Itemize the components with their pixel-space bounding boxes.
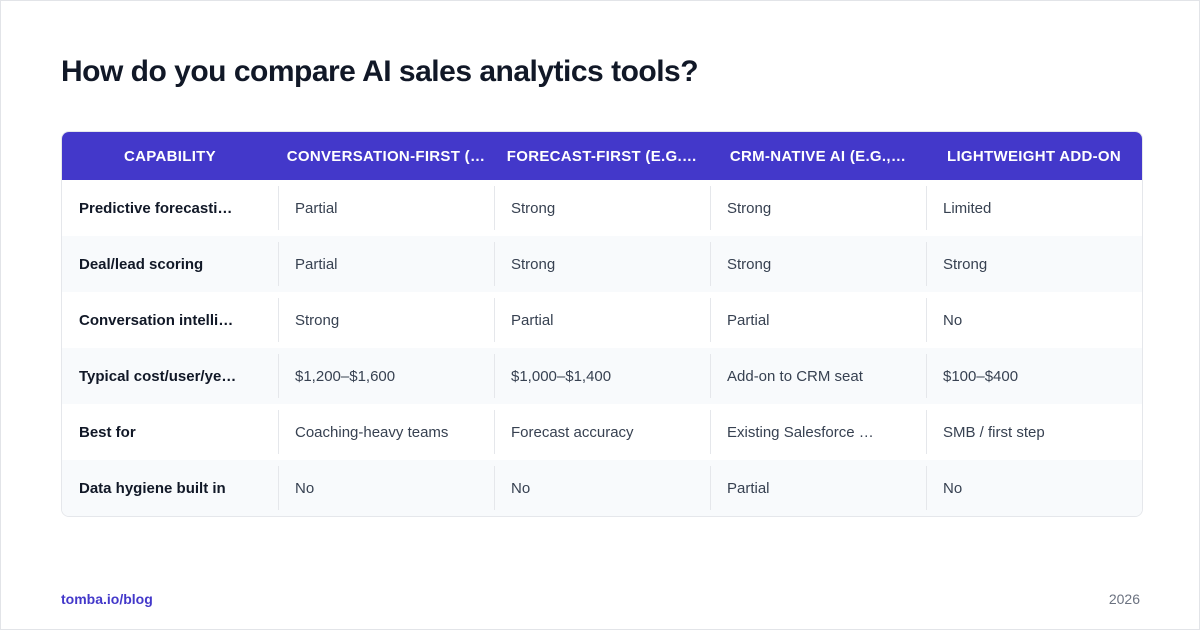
row-label: Conversation intelli…: [79, 311, 234, 329]
table-row: Data hygiene built in No No Partial No: [62, 460, 1142, 516]
row-label: Best for: [79, 423, 136, 441]
row-label: Data hygiene built in: [79, 479, 226, 497]
year: 2026: [1108, 591, 1140, 607]
table-cell: Partial: [494, 292, 710, 348]
column-header: FORECAST-FIRST (E.G.…: [506, 147, 698, 165]
title: How do you compare AI sales analytics to…: [61, 55, 699, 88]
column-header: LIGHTWEIGHT ADD-ON: [947, 147, 1121, 165]
column-header: CAPABILITY: [124, 147, 216, 165]
row-label: Typical cost/user/ye…: [79, 367, 237, 385]
table-cell: Partial: [710, 292, 926, 348]
table-cell: No: [926, 460, 1142, 516]
table-row: Predictive forecasti… Partial Strong Strong…: [62, 180, 1142, 236]
row-label: Deal/lead scoring: [79, 255, 204, 273]
table-row: Deal/lead scoring Partial Strong Strong Stro…: [62, 236, 1142, 292]
table-cell: Strong: [926, 236, 1142, 292]
table-cell: Coaching-heavy teams: [278, 404, 494, 460]
table-cell: Partial: [278, 236, 494, 292]
table-cell: SMB / first step: [926, 404, 1142, 460]
source-link[interactable]: tomba.io/blog: [61, 591, 153, 607]
table-cell: Add-on to CRM seat: [710, 348, 926, 404]
table-cell: Limited: [926, 180, 1142, 236]
table-cell: Strong: [494, 236, 710, 292]
table-cell: No: [926, 292, 1142, 348]
table-cell: Forecast accuracy: [494, 404, 710, 460]
table-row: Best for Coaching-heavy teams Forecast acc…: [62, 404, 1142, 460]
table-cell: $1,200–$1,600: [278, 348, 494, 404]
table-row: Typical cost/user/ye… $1,200–$1,600 $1,000…: [62, 348, 1142, 404]
table-cell: Strong: [710, 180, 926, 236]
comparison-table: CAPABILITY CONVERSATION-FIRST (… FORECAST-…: [61, 131, 1143, 517]
table-cell: Strong: [278, 292, 494, 348]
table-cell: Existing Salesforce …: [710, 404, 926, 460]
table-cell: $1,000–$1,400: [494, 348, 710, 404]
table-cell: No: [278, 460, 494, 516]
table-cell: Partial: [278, 180, 494, 236]
table-cell: Strong: [494, 180, 710, 236]
table-cell: $100–$400: [926, 348, 1142, 404]
header-row: CAPABILITY CONVERSATION-FIRST (… FORECAST-…: [62, 132, 1142, 180]
table-cell: Partial: [710, 460, 926, 516]
table-row: Conversation intelli… Strong Partial Partia…: [62, 292, 1142, 348]
table-cell: No: [494, 460, 710, 516]
table-cell: Strong: [710, 236, 926, 292]
row-label: Predictive forecasti…: [79, 199, 233, 217]
column-header: CONVERSATION-FIRST (…: [286, 147, 486, 165]
column-header: CRM-NATIVE AI (E.G.,…: [729, 147, 907, 165]
